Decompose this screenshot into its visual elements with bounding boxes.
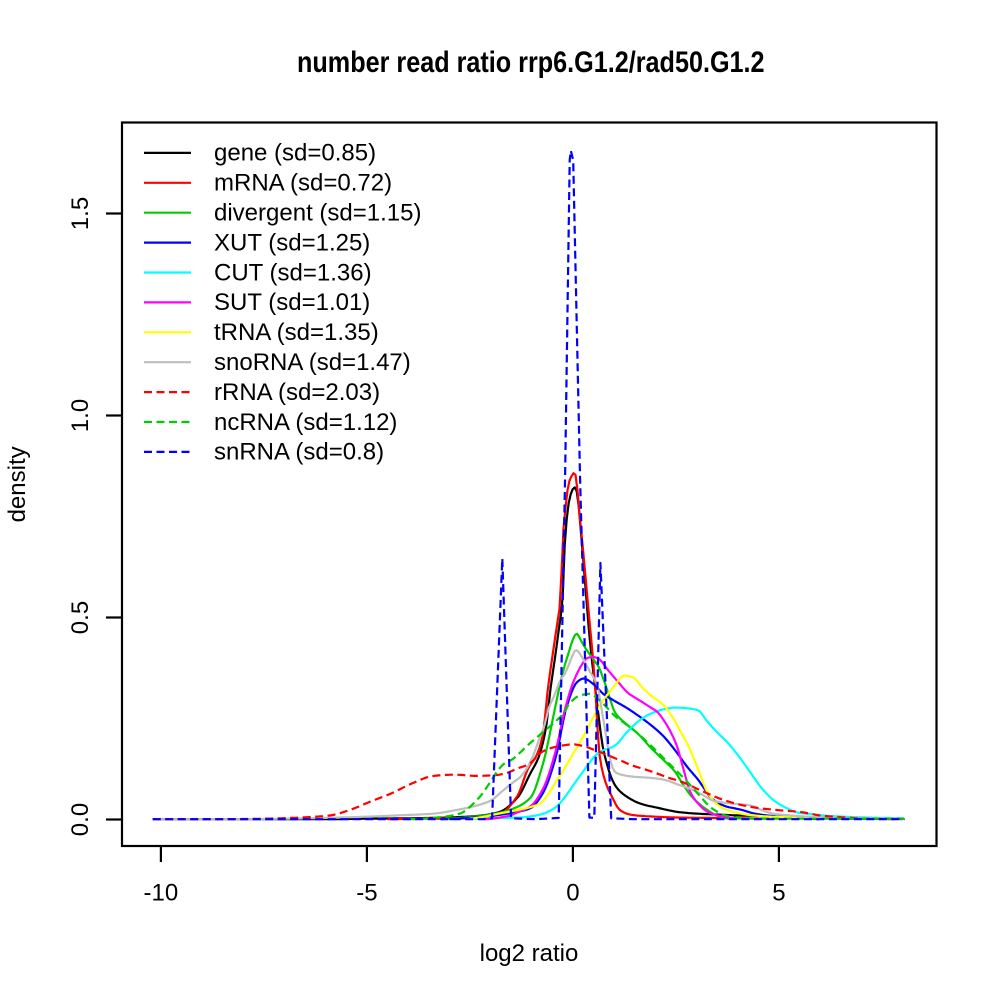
svg-text:SUT (sd=1.01): SUT (sd=1.01)	[214, 289, 370, 316]
svg-text:1.5: 1.5	[67, 197, 94, 230]
svg-text:mRNA (sd=0.72): mRNA (sd=0.72)	[214, 170, 392, 197]
svg-text:rRNA (sd=2.03): rRNA (sd=2.03)	[214, 379, 380, 406]
svg-text:0.5: 0.5	[67, 601, 94, 634]
svg-text:tRNA (sd=1.35): tRNA (sd=1.35)	[214, 319, 379, 346]
svg-text:ncRNA (sd=1.12): ncRNA (sd=1.12)	[214, 409, 397, 436]
svg-text:0.0: 0.0	[67, 803, 94, 836]
svg-text:-5: -5	[356, 880, 377, 907]
svg-text:gene (sd=0.85): gene (sd=0.85)	[214, 140, 376, 167]
svg-text:divergent (sd=1.15): divergent (sd=1.15)	[214, 200, 421, 227]
svg-text:log2 ratio: log2 ratio	[480, 940, 579, 967]
svg-text:XUT (sd=1.25): XUT (sd=1.25)	[214, 229, 370, 256]
svg-text:number read ratio rrp6.G1.2/ra: number read ratio rrp6.G1.2/rad50.G1.2	[297, 45, 765, 79]
svg-text:0: 0	[566, 880, 579, 907]
svg-text:1.0: 1.0	[67, 399, 94, 432]
svg-text:density: density	[4, 446, 31, 522]
svg-text:5: 5	[772, 880, 785, 907]
svg-text:snRNA (sd=0.8): snRNA (sd=0.8)	[214, 439, 384, 466]
svg-text:-10: -10	[144, 880, 179, 907]
svg-text:snoRNA (sd=1.47): snoRNA (sd=1.47)	[214, 349, 411, 376]
svg-text:CUT (sd=1.36): CUT (sd=1.36)	[214, 259, 372, 286]
